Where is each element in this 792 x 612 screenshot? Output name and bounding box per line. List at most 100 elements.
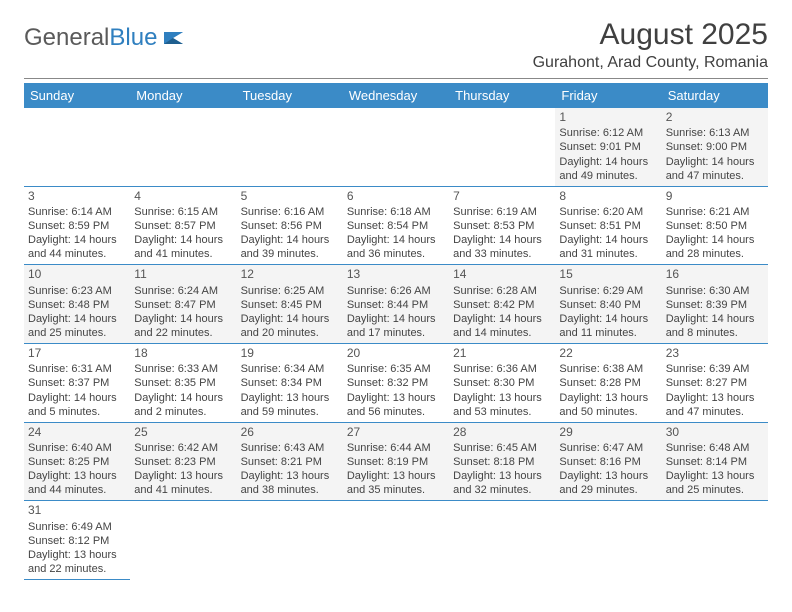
logo-text-1: General bbox=[24, 24, 109, 52]
calendar-week: 31Sunrise: 6:49 AMSunset: 8:12 PMDayligh… bbox=[24, 501, 768, 580]
day-info: Sunrise: 6:16 AMSunset: 8:56 PMDaylight:… bbox=[241, 205, 339, 261]
day-number: 30 bbox=[666, 425, 764, 440]
location-line: Gurahont, Arad County, Romania bbox=[533, 54, 768, 72]
day-number: 3 bbox=[28, 189, 126, 204]
day-cell: 1Sunrise: 6:12 AMSunset: 9:01 PMDaylight… bbox=[555, 108, 661, 186]
empty-cell bbox=[24, 108, 130, 186]
day-number: 1 bbox=[559, 110, 657, 125]
sunrise-line: Sunrise: 6:23 AM bbox=[28, 284, 126, 298]
calendar-week: 1Sunrise: 6:12 AMSunset: 9:01 PMDaylight… bbox=[24, 108, 768, 186]
col-tuesday: Tuesday bbox=[237, 83, 343, 108]
day-info: Sunrise: 6:45 AMSunset: 8:18 PMDaylight:… bbox=[453, 441, 551, 497]
day-cell: 13Sunrise: 6:26 AMSunset: 8:44 PMDayligh… bbox=[343, 265, 449, 344]
title-block: August 2025 Gurahont, Arad County, Roman… bbox=[533, 18, 768, 72]
col-thursday: Thursday bbox=[449, 83, 555, 108]
col-friday: Friday bbox=[555, 83, 661, 108]
day-number: 19 bbox=[241, 346, 339, 361]
day-number: 8 bbox=[559, 189, 657, 204]
daylight-line: Daylight: 13 hours and 22 minutes. bbox=[28, 548, 126, 576]
day-info: Sunrise: 6:20 AMSunset: 8:51 PMDaylight:… bbox=[559, 205, 657, 261]
daylight-line: Daylight: 14 hours and 49 minutes. bbox=[559, 155, 657, 183]
day-number: 5 bbox=[241, 189, 339, 204]
sunset-line: Sunset: 8:48 PM bbox=[28, 298, 126, 312]
daylight-line: Daylight: 14 hours and 47 minutes. bbox=[666, 155, 764, 183]
day-cell: 25Sunrise: 6:42 AMSunset: 8:23 PMDayligh… bbox=[130, 422, 236, 501]
sunrise-line: Sunrise: 6:21 AM bbox=[666, 205, 764, 219]
sunrise-line: Sunrise: 6:40 AM bbox=[28, 441, 126, 455]
day-number: 21 bbox=[453, 346, 551, 361]
sunset-line: Sunset: 8:23 PM bbox=[134, 455, 232, 469]
day-cell: 12Sunrise: 6:25 AMSunset: 8:45 PMDayligh… bbox=[237, 265, 343, 344]
day-number: 9 bbox=[666, 189, 764, 204]
sunrise-line: Sunrise: 6:35 AM bbox=[347, 362, 445, 376]
sunset-line: Sunset: 8:51 PM bbox=[559, 219, 657, 233]
day-number: 14 bbox=[453, 267, 551, 282]
sunset-line: Sunset: 8:42 PM bbox=[453, 298, 551, 312]
sunrise-line: Sunrise: 6:15 AM bbox=[134, 205, 232, 219]
daylight-line: Daylight: 14 hours and 33 minutes. bbox=[453, 233, 551, 261]
day-number: 17 bbox=[28, 346, 126, 361]
sunrise-line: Sunrise: 6:24 AM bbox=[134, 284, 232, 298]
empty-cell bbox=[449, 108, 555, 186]
sunset-line: Sunset: 8:59 PM bbox=[28, 219, 126, 233]
sunset-line: Sunset: 8:56 PM bbox=[241, 219, 339, 233]
sunset-line: Sunset: 8:19 PM bbox=[347, 455, 445, 469]
day-cell: 4Sunrise: 6:15 AMSunset: 8:57 PMDaylight… bbox=[130, 186, 236, 265]
day-info: Sunrise: 6:38 AMSunset: 8:28 PMDaylight:… bbox=[559, 362, 657, 418]
sunrise-line: Sunrise: 6:34 AM bbox=[241, 362, 339, 376]
sunrise-line: Sunrise: 6:12 AM bbox=[559, 126, 657, 140]
calendar-week: 3Sunrise: 6:14 AMSunset: 8:59 PMDaylight… bbox=[24, 186, 768, 265]
sunset-line: Sunset: 9:01 PM bbox=[559, 140, 657, 154]
daylight-line: Daylight: 14 hours and 39 minutes. bbox=[241, 233, 339, 261]
day-info: Sunrise: 6:48 AMSunset: 8:14 PMDaylight:… bbox=[666, 441, 764, 497]
daylight-line: Daylight: 14 hours and 17 minutes. bbox=[347, 312, 445, 340]
day-info: Sunrise: 6:29 AMSunset: 8:40 PMDaylight:… bbox=[559, 284, 657, 340]
sunset-line: Sunset: 8:50 PM bbox=[666, 219, 764, 233]
day-info: Sunrise: 6:26 AMSunset: 8:44 PMDaylight:… bbox=[347, 284, 445, 340]
day-cell: 20Sunrise: 6:35 AMSunset: 8:32 PMDayligh… bbox=[343, 344, 449, 423]
sunrise-line: Sunrise: 6:26 AM bbox=[347, 284, 445, 298]
daylight-line: Daylight: 14 hours and 11 minutes. bbox=[559, 312, 657, 340]
day-cell: 28Sunrise: 6:45 AMSunset: 8:18 PMDayligh… bbox=[449, 422, 555, 501]
sunset-line: Sunset: 8:21 PM bbox=[241, 455, 339, 469]
sunrise-line: Sunrise: 6:31 AM bbox=[28, 362, 126, 376]
sunrise-line: Sunrise: 6:44 AM bbox=[347, 441, 445, 455]
day-cell: 16Sunrise: 6:30 AMSunset: 8:39 PMDayligh… bbox=[662, 265, 768, 344]
day-info: Sunrise: 6:14 AMSunset: 8:59 PMDaylight:… bbox=[28, 205, 126, 261]
day-cell: 31Sunrise: 6:49 AMSunset: 8:12 PMDayligh… bbox=[24, 501, 130, 580]
day-info: Sunrise: 6:25 AMSunset: 8:45 PMDaylight:… bbox=[241, 284, 339, 340]
header: GeneralBlue August 2025 Gurahont, Arad C… bbox=[24, 18, 768, 72]
day-number: 2 bbox=[666, 110, 764, 125]
day-number: 29 bbox=[559, 425, 657, 440]
calendar-week: 17Sunrise: 6:31 AMSunset: 8:37 PMDayligh… bbox=[24, 344, 768, 423]
daylight-line: Daylight: 14 hours and 41 minutes. bbox=[134, 233, 232, 261]
daylight-line: Daylight: 14 hours and 44 minutes. bbox=[28, 233, 126, 261]
logo: GeneralBlue bbox=[24, 18, 187, 52]
sunset-line: Sunset: 8:32 PM bbox=[347, 376, 445, 390]
day-info: Sunrise: 6:44 AMSunset: 8:19 PMDaylight:… bbox=[347, 441, 445, 497]
daylight-line: Daylight: 14 hours and 14 minutes. bbox=[453, 312, 551, 340]
sunrise-line: Sunrise: 6:43 AM bbox=[241, 441, 339, 455]
day-cell: 22Sunrise: 6:38 AMSunset: 8:28 PMDayligh… bbox=[555, 344, 661, 423]
daylight-line: Daylight: 14 hours and 25 minutes. bbox=[28, 312, 126, 340]
sunrise-line: Sunrise: 6:20 AM bbox=[559, 205, 657, 219]
day-info: Sunrise: 6:12 AMSunset: 9:01 PMDaylight:… bbox=[559, 126, 657, 182]
day-cell: 11Sunrise: 6:24 AMSunset: 8:47 PMDayligh… bbox=[130, 265, 236, 344]
col-monday: Monday bbox=[130, 83, 236, 108]
sunrise-line: Sunrise: 6:47 AM bbox=[559, 441, 657, 455]
day-cell: 30Sunrise: 6:48 AMSunset: 8:14 PMDayligh… bbox=[662, 422, 768, 501]
sunrise-line: Sunrise: 6:18 AM bbox=[347, 205, 445, 219]
sunrise-line: Sunrise: 6:36 AM bbox=[453, 362, 551, 376]
day-info: Sunrise: 6:35 AMSunset: 8:32 PMDaylight:… bbox=[347, 362, 445, 418]
sunset-line: Sunset: 8:35 PM bbox=[134, 376, 232, 390]
daylight-line: Daylight: 13 hours and 32 minutes. bbox=[453, 469, 551, 497]
sunrise-line: Sunrise: 6:39 AM bbox=[666, 362, 764, 376]
header-row: Sunday Monday Tuesday Wednesday Thursday… bbox=[24, 83, 768, 108]
daylight-line: Daylight: 14 hours and 31 minutes. bbox=[559, 233, 657, 261]
day-cell: 18Sunrise: 6:33 AMSunset: 8:35 PMDayligh… bbox=[130, 344, 236, 423]
sunset-line: Sunset: 8:18 PM bbox=[453, 455, 551, 469]
day-cell: 15Sunrise: 6:29 AMSunset: 8:40 PMDayligh… bbox=[555, 265, 661, 344]
sunset-line: Sunset: 8:14 PM bbox=[666, 455, 764, 469]
day-cell: 27Sunrise: 6:44 AMSunset: 8:19 PMDayligh… bbox=[343, 422, 449, 501]
daylight-line: Daylight: 13 hours and 47 minutes. bbox=[666, 391, 764, 419]
